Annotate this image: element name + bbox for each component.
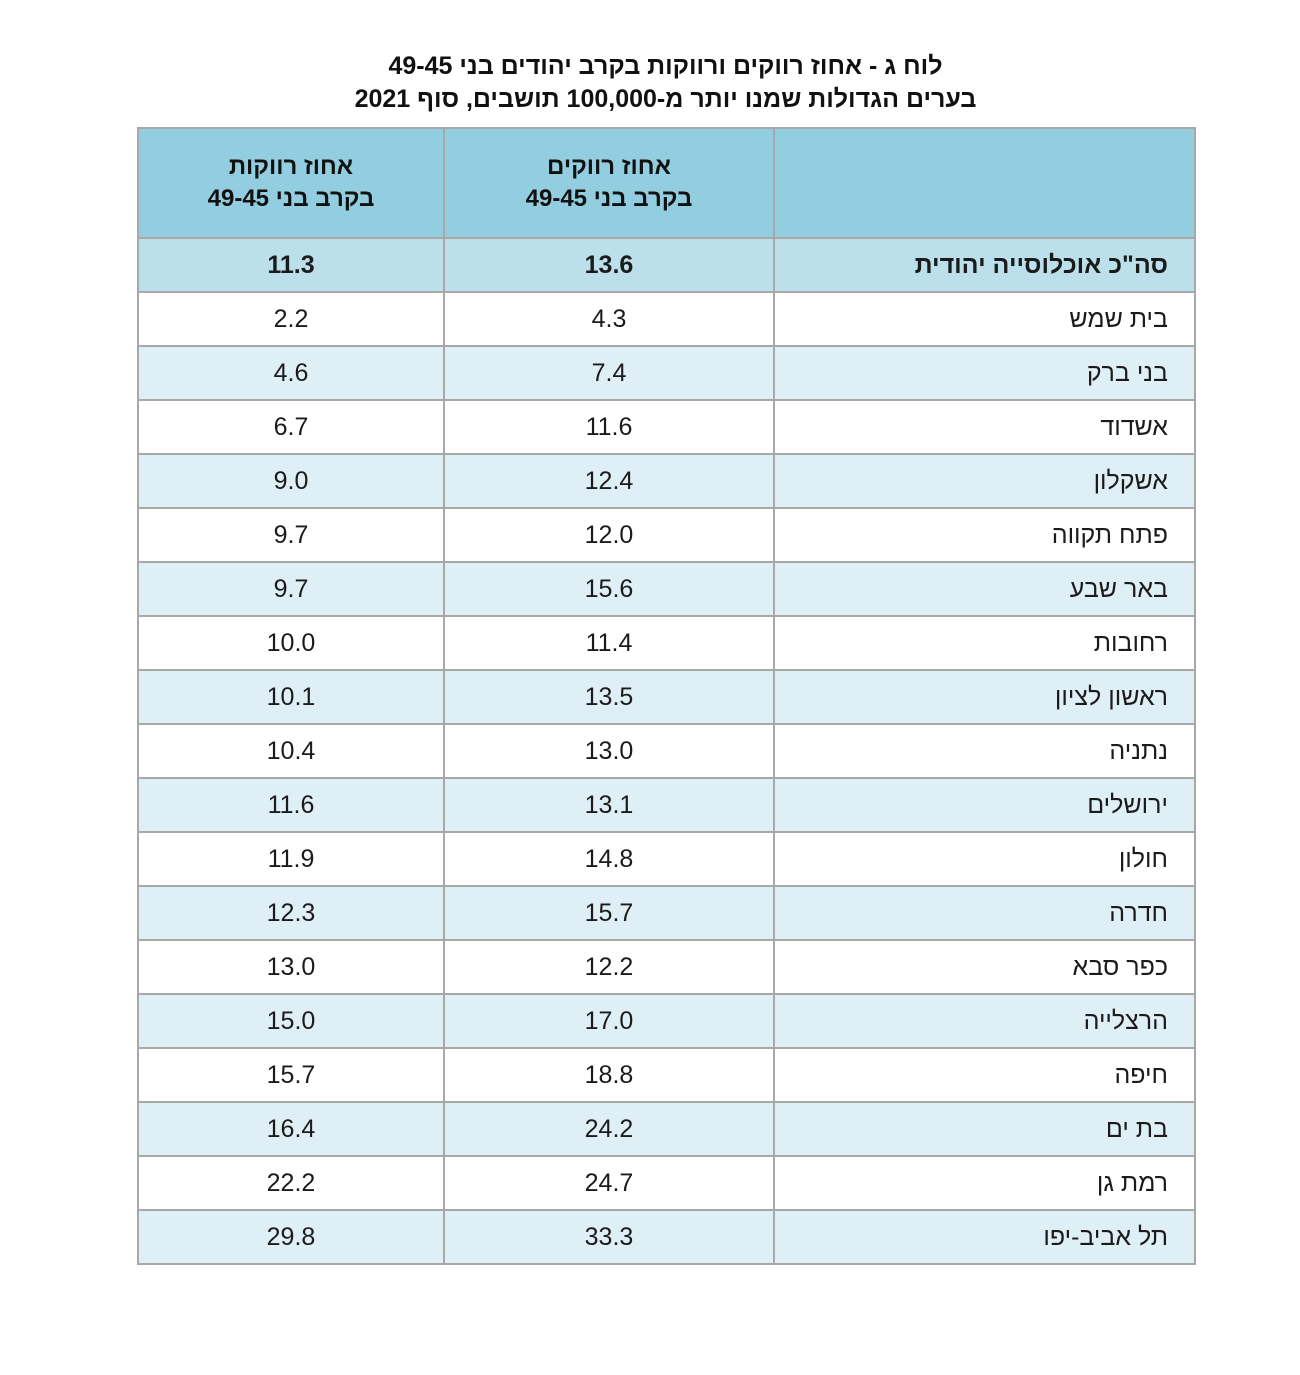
- content-area: לוח ג - אחוז רווקים ורווקות בקרב יהודים …: [137, 50, 1196, 1265]
- city-cell: הרצלייה: [773, 993, 1196, 1049]
- men-percent-cell: 12.2: [443, 939, 775, 995]
- header-city-column: [773, 127, 1196, 239]
- table-row: בני ברק 7.4 4.6: [137, 345, 1196, 401]
- men-percent-cell: 33.3: [443, 1209, 775, 1265]
- table-row: חיפה 18.8 15.7: [137, 1047, 1196, 1103]
- men-percent-cell: 7.4: [443, 345, 775, 401]
- city-cell: בת ים: [773, 1101, 1196, 1157]
- men-percent-cell: 18.8: [443, 1047, 775, 1103]
- city-cell: סה"כ אוכלוסייה יהודית: [773, 237, 1196, 293]
- women-percent-cell: 2.2: [137, 291, 445, 347]
- city-cell: רמת גן: [773, 1155, 1196, 1211]
- men-percent-cell: 12.4: [443, 453, 775, 509]
- table-row: פתח תקווה 12.0 9.7: [137, 507, 1196, 563]
- city-cell: אשקלון: [773, 453, 1196, 509]
- men-percent-cell: 14.8: [443, 831, 775, 887]
- women-percent-cell: 9.7: [137, 561, 445, 617]
- table-row: אשדוד 11.6 6.7: [137, 399, 1196, 455]
- men-percent-cell: 24.7: [443, 1155, 775, 1211]
- men-percent-cell: 15.6: [443, 561, 775, 617]
- city-cell: פתח תקווה: [773, 507, 1196, 563]
- women-percent-cell: 11.3: [137, 237, 445, 293]
- men-percent-cell: 12.0: [443, 507, 775, 563]
- page-title-line2: בערים הגדולות שמנו יותר מ-100,000 תושבים…: [354, 85, 977, 113]
- table-row: כפר סבא 12.2 13.0: [137, 939, 1196, 995]
- city-cell: רחובות: [773, 615, 1196, 671]
- table-row: בית שמש 4.3 2.2: [137, 291, 1196, 347]
- table-row: ראשון לציון 13.5 10.1: [137, 669, 1196, 725]
- city-cell: חיפה: [773, 1047, 1196, 1103]
- header-men-line1: אחוז רווקים: [547, 153, 671, 180]
- table-row: רחובות 11.4 10.0: [137, 615, 1196, 671]
- women-percent-cell: 16.4: [137, 1101, 445, 1157]
- table-row: נתניה 13.0 10.4: [137, 723, 1196, 779]
- table-row: אשקלון 12.4 9.0: [137, 453, 1196, 509]
- table-row: ירושלים 13.1 11.6: [137, 777, 1196, 833]
- men-percent-cell: 13.0: [443, 723, 775, 779]
- men-percent-cell: 11.4: [443, 615, 775, 671]
- men-percent-cell: 11.6: [443, 399, 775, 455]
- table-row: חולון 14.8 11.9: [137, 831, 1196, 887]
- city-cell: אשדוד: [773, 399, 1196, 455]
- header-women-line1: אחוז רווקות: [228, 153, 354, 180]
- city-cell: בית שמש: [773, 291, 1196, 347]
- header-men-percent: אחוז רווקים בקרב בני 49-45: [443, 127, 775, 239]
- table-row: באר שבע 15.6 9.7: [137, 561, 1196, 617]
- women-percent-cell: 10.4: [137, 723, 445, 779]
- women-percent-cell: 9.0: [137, 453, 445, 509]
- city-cell: כפר סבא: [773, 939, 1196, 995]
- women-percent-cell: 12.3: [137, 885, 445, 941]
- women-percent-cell: 29.8: [137, 1209, 445, 1265]
- city-cell: ירושלים: [773, 777, 1196, 833]
- men-percent-cell: 4.3: [443, 291, 775, 347]
- header-row: אחוז רווקים בקרב בני 49-45 אחוז רווקות ב…: [137, 127, 1196, 239]
- women-percent-cell: 6.7: [137, 399, 445, 455]
- city-cell: באר שבע: [773, 561, 1196, 617]
- page-title-line1: לוח ג - אחוז רווקים ורווקות בקרב יהודים …: [388, 52, 943, 80]
- women-percent-cell: 22.2: [137, 1155, 445, 1211]
- men-percent-cell: 24.2: [443, 1101, 775, 1157]
- city-cell: נתניה: [773, 723, 1196, 779]
- women-percent-cell: 4.6: [137, 345, 445, 401]
- men-percent-cell: 15.7: [443, 885, 775, 941]
- city-cell: ראשון לציון: [773, 669, 1196, 725]
- city-cell: תל אביב-יפו: [773, 1209, 1196, 1265]
- table-row: חדרה 15.7 12.3: [137, 885, 1196, 941]
- page-title: לוח ג - אחוז רווקים ורווקות בקרב יהודים …: [137, 50, 1194, 116]
- header-women-percent: אחוז רווקות בקרב בני 49-45: [137, 127, 445, 239]
- women-percent-cell: 10.0: [137, 615, 445, 671]
- city-cell: חדרה: [773, 885, 1196, 941]
- total-row: סה"כ אוכלוסייה יהודית 13.6 11.3: [137, 237, 1196, 293]
- men-percent-cell: 13.1: [443, 777, 775, 833]
- women-percent-cell: 15.0: [137, 993, 445, 1049]
- table-row: רמת גן 24.7 22.2: [137, 1155, 1196, 1211]
- singles-by-city-table: אחוז רווקים בקרב בני 49-45 אחוז רווקות ב…: [137, 127, 1196, 1265]
- men-percent-cell: 13.5: [443, 669, 775, 725]
- men-percent-cell: 13.6: [443, 237, 775, 293]
- header-men-line2: בקרב בני 49-45: [525, 185, 693, 212]
- women-percent-cell: 13.0: [137, 939, 445, 995]
- header-women-line2: בקרב בני 49-45: [207, 185, 375, 212]
- city-cell: בני ברק: [773, 345, 1196, 401]
- women-percent-cell: 10.1: [137, 669, 445, 725]
- women-percent-cell: 15.7: [137, 1047, 445, 1103]
- women-percent-cell: 11.6: [137, 777, 445, 833]
- men-percent-cell: 17.0: [443, 993, 775, 1049]
- table-row: הרצלייה 17.0 15.0: [137, 993, 1196, 1049]
- city-cell: חולון: [773, 831, 1196, 887]
- table-row: תל אביב-יפו 33.3 29.8: [137, 1209, 1196, 1265]
- women-percent-cell: 9.7: [137, 507, 445, 563]
- women-percent-cell: 11.9: [137, 831, 445, 887]
- table-row: בת ים 24.2 16.4: [137, 1101, 1196, 1157]
